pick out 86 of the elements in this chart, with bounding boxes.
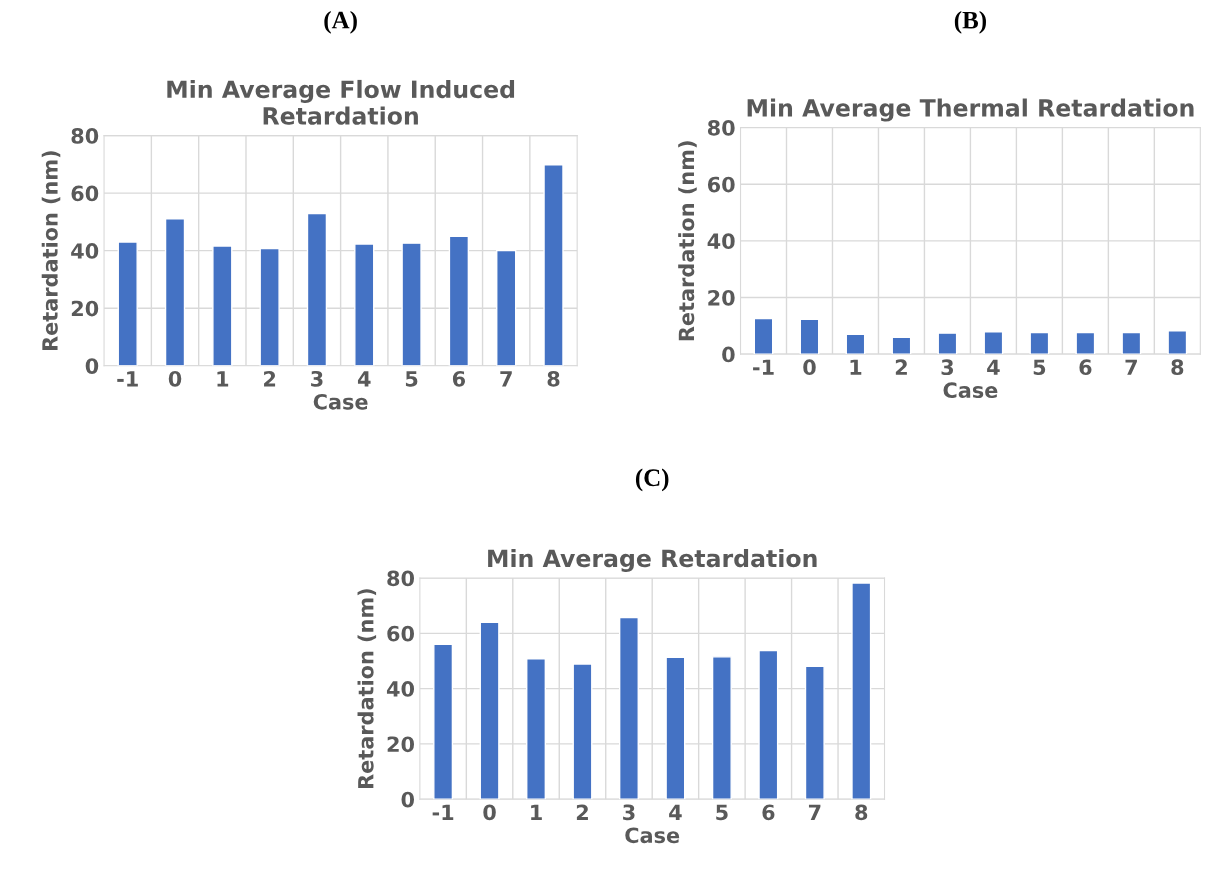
bar — [479, 621, 500, 800]
bar — [618, 616, 639, 800]
x-tick-label: 8 — [1171, 359, 1184, 376]
x-tick-label: 0 — [803, 359, 816, 376]
y-tick-label: 40 — [386, 681, 415, 697]
bar — [433, 643, 454, 800]
bar — [448, 235, 470, 366]
x-tick-label: 3 — [311, 370, 323, 387]
text: (B) — [954, 10, 986, 34]
y-axis-title: Retardation (nm) — [41, 151, 61, 350]
y-tick-label: 20 — [387, 736, 415, 753]
x-tick-label: 3 — [623, 804, 635, 821]
bar — [1029, 331, 1050, 355]
x-tick-label: 4 — [357, 371, 371, 387]
x-tick-label: 8 — [855, 804, 868, 821]
y-tick-label: 80 — [71, 128, 99, 144]
bar — [845, 333, 866, 355]
bar — [665, 656, 686, 800]
x-tick-label: 7 — [1125, 359, 1137, 375]
text: (A) — [324, 10, 357, 34]
x-tick-label: 8 — [547, 370, 560, 387]
bar — [851, 582, 872, 800]
bar — [259, 247, 280, 366]
bar — [758, 649, 779, 800]
y-tick-label: 80 — [707, 120, 735, 136]
bar — [983, 331, 1004, 355]
x-tick-label: 5 — [405, 371, 418, 387]
y-tick-label: 60 — [707, 176, 735, 193]
chart-title: Min Average Flow Induced Retardation — [167, 79, 515, 125]
x-tick-label: 1 — [217, 371, 229, 387]
x-axis-title: Case — [313, 393, 368, 410]
x-tick-label: 0 — [168, 370, 182, 387]
x-tick-label: 0 — [483, 804, 496, 821]
x-axis-title: Case — [943, 382, 998, 399]
x-axis-title: Case — [625, 827, 680, 844]
bar — [496, 249, 517, 366]
x-tick-label: -1 — [753, 359, 774, 375]
bar — [306, 212, 328, 366]
y-tick-label: 60 — [71, 185, 99, 202]
x-tick-label: 1 — [850, 359, 862, 375]
y-tick-label: 40 — [707, 233, 735, 250]
x-tick-label: 5 — [716, 804, 728, 821]
y-tick-label: 60 — [387, 625, 415, 642]
x-tick-label: 6 — [452, 370, 466, 387]
x-tick-label: 2 — [264, 370, 276, 387]
bar — [164, 218, 186, 366]
bar — [212, 245, 233, 366]
bar — [526, 658, 547, 800]
y-tick-label: 0 — [722, 346, 735, 363]
bar — [753, 317, 774, 355]
y-axis-title: Retardation (nm) — [357, 589, 377, 788]
x-tick-label: 2 — [895, 359, 907, 375]
x-tick-label: 6 — [1079, 359, 1092, 376]
bar — [543, 164, 564, 366]
bar — [1121, 331, 1142, 355]
bar — [799, 318, 820, 355]
y-tick-label: 20 — [71, 300, 99, 317]
x-tick-label: 6 — [762, 804, 775, 821]
y-tick-label: 20 — [708, 289, 735, 306]
x-tick-label: 1 — [531, 804, 542, 820]
x-tick-label: 3 — [941, 359, 954, 376]
bar — [401, 242, 422, 366]
x-tick-label: -1 — [117, 371, 138, 387]
x-tick-label: 2 — [576, 804, 588, 820]
bar — [891, 336, 912, 355]
x-tick-label: 7 — [808, 804, 821, 820]
y-tick-label: 40 — [71, 243, 99, 259]
y-axis-title: Retardation (nm) — [678, 141, 697, 341]
bar — [117, 241, 138, 366]
bar — [354, 243, 375, 366]
chart-title: Min Average Thermal Retardation — [747, 98, 1194, 122]
text: (C) — [635, 468, 669, 492]
bar — [711, 656, 732, 800]
chart-title: Min Average Retardation — [488, 548, 817, 572]
x-tick-label: -1 — [432, 804, 454, 820]
x-tick-label: 4 — [987, 359, 1000, 375]
x-tick-label: 7 — [500, 371, 512, 387]
bar — [572, 663, 593, 800]
bar — [804, 665, 825, 800]
x-tick-label: 4 — [669, 804, 682, 820]
bar — [1167, 330, 1188, 355]
bar — [1075, 331, 1096, 355]
bar — [937, 332, 958, 355]
x-tick-label: 5 — [1033, 359, 1046, 376]
y-tick-label: 0 — [401, 791, 415, 808]
y-tick-label: 80 — [387, 570, 415, 587]
